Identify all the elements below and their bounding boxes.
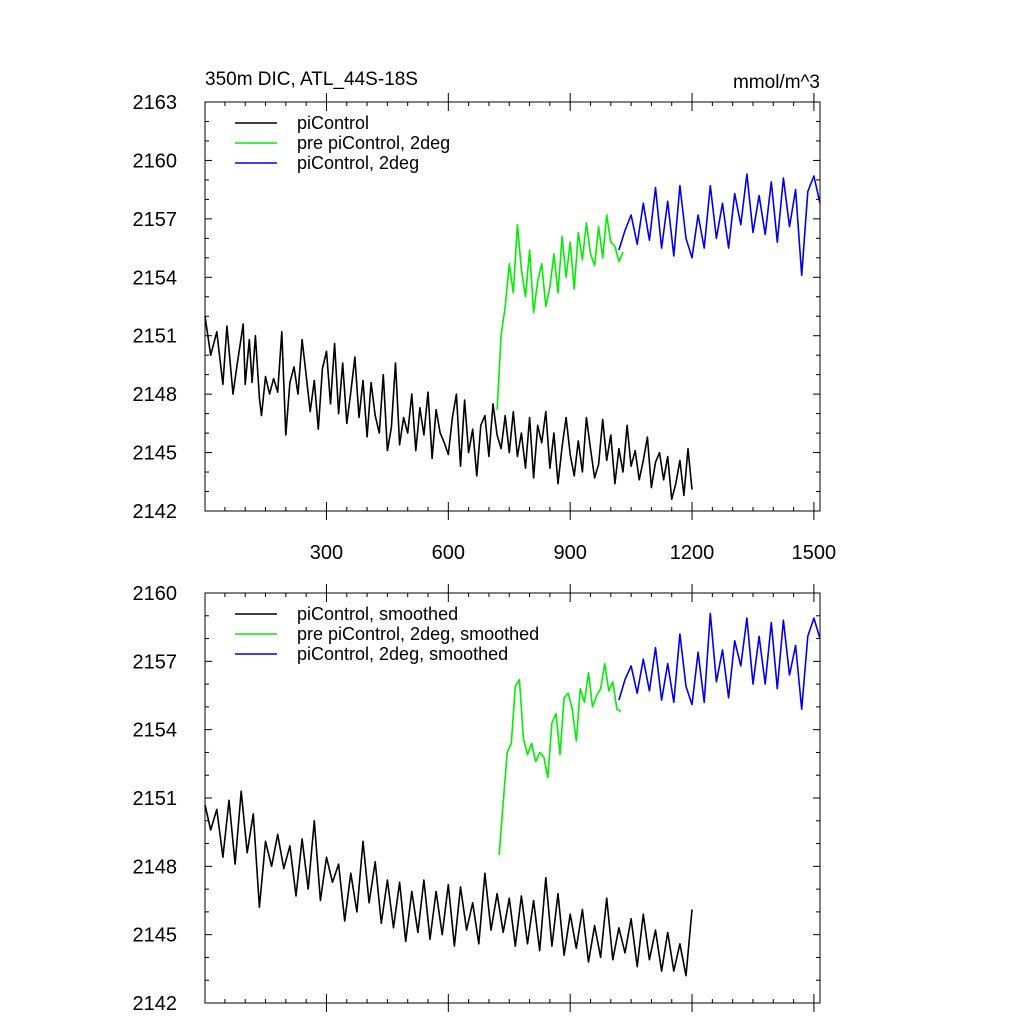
- bottom-series-line-1: [498, 662, 622, 855]
- top-y-tick-label: 2148: [133, 384, 178, 406]
- top-legend-label-2: piControl, 2deg: [297, 153, 419, 173]
- top-y-tick-label: 2157: [133, 209, 178, 231]
- top-x-tick-label: 600: [432, 542, 465, 564]
- top-x-tick-label: 1200: [670, 542, 715, 564]
- top-y-tick-label: 2163: [133, 92, 178, 114]
- top-y-tick-label: 2145: [133, 443, 178, 465]
- top-x-tick-label: 1500: [792, 542, 837, 564]
- bottom-series-line-0: [204, 790, 693, 977]
- bottom-y-tick-label: 2148: [133, 856, 178, 878]
- bottom-y-tick-label: 2145: [133, 925, 178, 947]
- top-y-tick-label: 2154: [133, 267, 178, 289]
- top-units-label: mmol/m^3: [733, 72, 820, 93]
- top-series-line-1: [496, 214, 624, 410]
- bottom-y-tick-label: 2157: [133, 651, 178, 673]
- top-y-tick-label: 2160: [133, 150, 178, 172]
- top-y-tick-label: 2151: [133, 326, 178, 348]
- top-title: 350m DIC, ATL_44S-18S: [205, 69, 418, 90]
- top-legend-label-1: pre piControl, 2deg: [297, 133, 450, 153]
- top-panel: 2142 2145 2148 2151 2154 2157 2160 2163 300 600 90…: [133, 69, 837, 564]
- bottom-panel: 2142 2145 2148 2151 2154 2157 2160 piControl, s…: [133, 583, 821, 1015]
- top-y-tick-label: 2142: [133, 501, 178, 523]
- bottom-legend-label-2: piControl, 2deg, smoothed: [297, 644, 508, 664]
- top-series-line-0: [204, 316, 693, 501]
- top-series-line-2: [618, 173, 821, 277]
- bottom-series-line-2: [618, 612, 821, 711]
- bottom-y-tick-label: 2154: [133, 720, 178, 742]
- top-x-tick-label: 300: [310, 542, 343, 564]
- top-plot-frame: [204, 101, 821, 512]
- bottom-y-tick-label: 2142: [133, 993, 178, 1015]
- bottom-legend-label-0: piControl, smoothed: [297, 604, 458, 624]
- bottom-y-tick-label: 2151: [133, 788, 178, 810]
- top-x-tick-label: 900: [553, 542, 586, 564]
- top-legend-label-0: piControl: [297, 113, 369, 133]
- bottom-legend-label-1: pre piControl, 2deg, smoothed: [297, 624, 539, 644]
- bottom-y-tick-label: 2160: [133, 583, 178, 605]
